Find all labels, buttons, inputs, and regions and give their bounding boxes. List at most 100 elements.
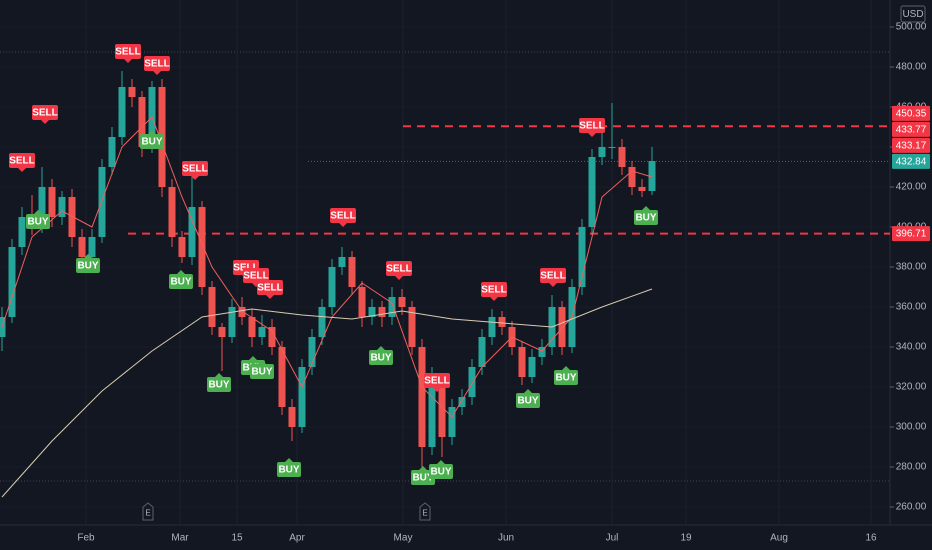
candle-body [368,307,376,317]
signal-tag [386,261,412,276]
signal-tag [634,210,658,225]
currency: USD [902,9,923,20]
candle-body [488,317,496,337]
signal-tag [369,350,393,365]
signal-tag [207,377,231,392]
signal-label: BUY [635,213,656,224]
signal-label: SELL [182,164,208,175]
signal-label: BUY [251,367,272,378]
candle-body [238,307,246,317]
signal-pointer [524,389,532,393]
signal-tag [250,364,274,379]
signal-label: BUY [430,467,451,478]
candle-body [88,237,96,257]
y-tick-label: 320.00 [896,382,927,393]
signal-pointer [191,176,199,180]
price-label: 450.35 [896,108,927,119]
candle-body [188,207,196,257]
x-tick-label: Apr [289,533,305,544]
candle-body [168,187,176,237]
candle-body [118,87,126,137]
signal-label: SELL [540,271,566,282]
event-label: E [145,509,150,518]
candle-body [78,237,86,257]
signal-tag [540,268,566,283]
signal-pointer [433,388,441,392]
signal-tag [257,280,283,295]
signal-pointer [266,295,274,299]
signal-pointer [419,466,427,470]
signal-label: SELL [32,108,58,119]
candle-body [628,167,636,187]
event-marker [142,502,154,521]
signal-tag [76,258,100,273]
candle-body [518,347,526,377]
signal-tag [26,214,50,229]
signal-pointer [588,133,596,137]
candle-body [498,317,506,327]
candle-body [108,137,116,167]
candle-body [298,367,306,427]
candle-body [598,147,606,157]
signal-label: SELL [481,285,507,296]
signal-label: SELL [386,264,412,275]
signal-tag [424,373,450,388]
signal-tag [169,274,193,289]
candle-body [178,237,186,257]
signal-label: BUY [517,396,538,407]
signal-tag [115,44,141,59]
y-tick-label: 500.00 [896,22,927,33]
candle-body [318,307,326,337]
signal-pointer [490,297,498,301]
signal-label: SELL [9,156,35,167]
currency-box [900,5,926,23]
candle-body [258,327,266,337]
x-tick-label: Jun [498,533,514,544]
x-tick-label: 16 [865,533,877,544]
candle-body [348,257,356,287]
signal-pointer [153,71,161,75]
signal-pointer [84,254,92,258]
candle-body [388,297,396,317]
y-tick-label: 360.00 [896,302,927,313]
x-tick-label: Feb [77,533,95,544]
signal-label: BUY [412,473,433,484]
candle-body [558,307,566,347]
candle-body [138,97,146,147]
signal-pointer [41,120,49,124]
signal-tag [554,370,578,385]
candle-body [48,187,56,217]
x-tick-label: Aug [770,533,788,544]
candle-body [328,267,336,307]
y-tick-label: 480.00 [896,62,927,73]
y-tick-label: 280.00 [896,462,927,473]
signal-pointer [18,168,26,172]
signal-tag [429,464,453,479]
candle-body [208,287,216,327]
signal-tag [277,462,301,477]
candle-body [0,317,6,337]
price-label: 433.17 [896,140,927,151]
x-tick-label: 15 [231,533,243,544]
candle-body [408,307,416,347]
signal-pointer [177,270,185,274]
candle-body [68,197,76,237]
candle-body [278,347,286,407]
signal-label: BUY [278,465,299,476]
signal-pointer [285,458,293,462]
candle-body [618,147,626,167]
signal-label: BUY [141,137,162,148]
price-label-box [892,226,930,242]
signal-pointer [249,356,257,360]
signal-label: SELL [115,47,141,58]
signal-label: SELL [257,283,283,294]
moving-average [1,288,653,498]
candle-body [428,387,436,447]
candle-body [638,187,646,191]
y-tick-label: 420.00 [896,182,927,193]
candle-body [588,157,596,227]
signal-pointer [642,206,650,210]
candle-body [648,161,656,191]
